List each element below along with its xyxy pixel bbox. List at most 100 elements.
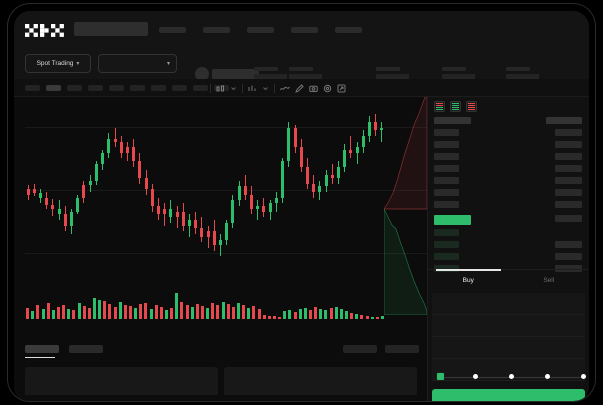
bottom-panel-1[interactable] [224, 367, 417, 395]
orderbook-header-right [546, 117, 582, 124]
volume-bar [252, 306, 256, 319]
amount-slider[interactable] [436, 372, 586, 383]
orderbook-row[interactable] [555, 265, 582, 272]
fullscreen-icon[interactable] [337, 84, 346, 93]
volume-bar [72, 309, 76, 319]
orderbook-row[interactable] [434, 177, 459, 184]
timeframe-0[interactable] [25, 85, 40, 91]
order-field-2[interactable] [432, 337, 585, 359]
volume-bar [164, 309, 168, 319]
orderbook-row[interactable] [555, 189, 582, 196]
pencil-icon[interactable] [295, 83, 304, 93]
bottom-tab-1[interactable] [69, 345, 103, 353]
volume-bar [87, 307, 91, 319]
tab-sell[interactable]: Sell [543, 277, 555, 284]
timeframe-5[interactable] [130, 85, 145, 91]
order-field-1[interactable] [432, 315, 585, 337]
orderbook-row[interactable] [434, 201, 459, 208]
search-input[interactable] [74, 22, 148, 36]
camera-icon[interactable] [309, 84, 318, 93]
nav-item-3[interactable] [291, 27, 318, 33]
bottom-tab-0[interactable] [25, 345, 59, 358]
slider-step-2[interactable] [509, 374, 514, 379]
candle-type-icon[interactable] [216, 84, 225, 93]
orderbook-row[interactable] [434, 253, 459, 260]
timeframe-2[interactable] [67, 85, 82, 91]
line-chart-icon[interactable] [280, 84, 290, 93]
orderbook-row[interactable] [555, 165, 582, 172]
volume-bar [98, 299, 102, 319]
bottom-right-tab-group [343, 345, 419, 353]
orderbook-row[interactable] [555, 253, 582, 260]
nav-item-2[interactable] [247, 27, 274, 33]
tab-buy[interactable]: Buy [428, 269, 509, 291]
orderbook-bids-icon[interactable] [450, 101, 461, 112]
orderbook-row[interactable] [555, 241, 582, 248]
nav-item-0[interactable] [159, 27, 186, 33]
orderbook-row[interactable] [434, 241, 459, 248]
nav-item-4[interactable] [335, 27, 362, 33]
volume-bar [154, 305, 158, 319]
bottom-tab-label [25, 345, 59, 353]
volume-bar [46, 303, 50, 319]
main-content: Buy Sell [14, 97, 589, 401]
slider-step-4[interactable] [581, 374, 586, 379]
orderbook-combined-icon[interactable] [434, 101, 445, 112]
orderbook-row[interactable] [555, 201, 582, 208]
volume-bar [319, 308, 323, 319]
volume-bar [185, 304, 189, 319]
slider-handle[interactable] [436, 372, 445, 381]
order-field-0[interactable] [432, 293, 585, 315]
volume-bar [334, 307, 338, 319]
timeframe-7[interactable] [172, 85, 187, 91]
orderbook-row[interactable] [555, 141, 582, 148]
orderbook-row[interactable] [434, 129, 459, 136]
chevron-down-icon: ▾ [166, 60, 170, 67]
bottom-right-tab-1[interactable] [385, 345, 419, 353]
orderbook-highlighted-row[interactable] [434, 215, 471, 225]
slider-step-3[interactable] [545, 374, 550, 379]
orderbook-row[interactable] [434, 141, 459, 148]
orderbook-row[interactable] [555, 129, 582, 136]
orderbook-row[interactable] [555, 177, 582, 184]
orderbook-row[interactable] [434, 165, 459, 172]
orderbook-row[interactable] [434, 153, 459, 160]
pair-select-dropdown[interactable]: ▾ [98, 54, 177, 73]
timeframe-1[interactable] [46, 85, 61, 91]
stat-label [506, 67, 530, 71]
okx-logo[interactable] [25, 24, 67, 37]
orderbook-row[interactable] [434, 189, 459, 196]
bottom-right-tab-0[interactable] [343, 345, 377, 353]
chevron-down-icon[interactable] [262, 85, 269, 92]
orderbook-row[interactable] [434, 229, 459, 236]
order-book[interactable] [428, 115, 589, 272]
device-frame: Spot Trading ▾ ▾ [8, 4, 595, 401]
app-screen: Spot Trading ▾ ▾ [14, 11, 589, 401]
orderbook-row[interactable] [434, 265, 459, 272]
gridline [25, 190, 427, 191]
divider [242, 83, 243, 93]
price-chart[interactable] [14, 97, 427, 401]
timeframe-3[interactable] [88, 85, 103, 91]
orderbook-row[interactable] [555, 153, 582, 160]
market-type-dropdown[interactable]: Spot Trading ▾ [25, 54, 91, 73]
settings-gear-icon[interactable] [323, 84, 332, 93]
indicators-icon[interactable] [248, 84, 257, 93]
slider-step-1[interactable] [473, 374, 478, 379]
volume-bar [195, 303, 199, 319]
timeframe-8[interactable] [193, 85, 208, 91]
orderbook-asks-icon[interactable] [466, 101, 477, 112]
volume-bar [144, 302, 148, 319]
orderbook-row[interactable] [555, 215, 582, 222]
volume-bar [221, 302, 225, 319]
submit-order-button[interactable] [432, 389, 585, 401]
order-form-tabs: Buy Sell [428, 269, 589, 291]
volume-bar [190, 307, 194, 319]
bottom-panel-0[interactable] [25, 367, 218, 395]
volume-bar [288, 310, 292, 319]
timeframe-6[interactable] [151, 85, 166, 91]
chevron-down-icon[interactable] [230, 85, 237, 92]
nav-item-1[interactable] [203, 27, 230, 33]
volume-bar [118, 301, 122, 319]
timeframe-4[interactable] [109, 85, 124, 91]
